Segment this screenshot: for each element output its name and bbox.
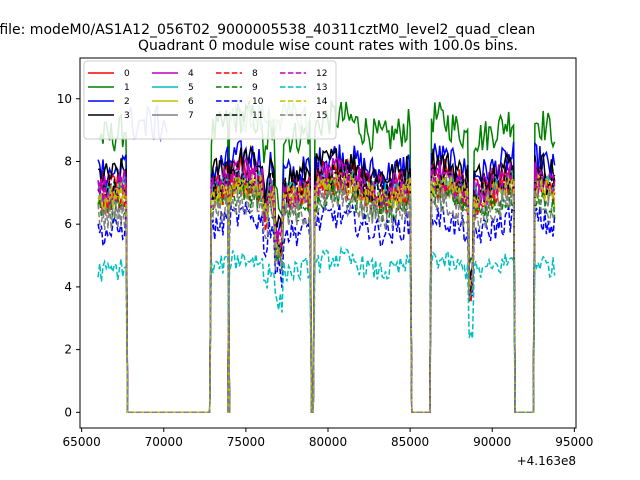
- legend-label-12: 12: [316, 69, 327, 79]
- x-tick-label: 75000: [227, 435, 265, 449]
- legend-label-2: 2: [124, 97, 130, 107]
- legend-label-4: 4: [188, 69, 194, 79]
- legend-label-5: 5: [188, 83, 194, 93]
- x-axis: 65000 70000 75000 80000 85000 90000 95000: [63, 428, 593, 449]
- legend-label-14: 14: [316, 97, 328, 107]
- legend-frame: [83, 60, 337, 140]
- series-13-line: [97, 245, 556, 414]
- x-tick-label: 80000: [309, 435, 347, 449]
- legend-label-7: 7: [188, 111, 194, 121]
- legend-label-13: 13: [316, 83, 327, 93]
- y-tick-label: 0: [64, 405, 72, 419]
- y-tick-label: 4: [64, 280, 72, 294]
- x-offset-label: +4.163e8: [517, 454, 576, 468]
- legend-label-0: 0: [124, 69, 130, 79]
- legend-label-9: 9: [252, 83, 258, 93]
- legend-label-15: 15: [316, 111, 327, 121]
- series-9-line: [97, 177, 556, 414]
- legend-label-1: 1: [124, 83, 130, 93]
- legend-label-6: 6: [188, 97, 194, 107]
- series-15-line: [97, 185, 556, 414]
- series-14-line: [97, 172, 556, 414]
- y-tick-label: 10: [57, 92, 72, 106]
- x-tick-label: 65000: [63, 435, 101, 449]
- y-tick-label: 6: [64, 217, 72, 231]
- chart-suptitle: n file: modeM0/AS1A12_056T02_9000005538_…: [0, 22, 535, 38]
- series-layer: [97, 100, 556, 414]
- x-tick-label: 70000: [145, 435, 183, 449]
- legend-label-11: 11: [252, 111, 263, 121]
- legend-label-10: 10: [252, 97, 264, 107]
- x-tick-label: 85000: [391, 435, 429, 449]
- legend-label-3: 3: [124, 111, 130, 121]
- y-axis: 0 2 4 6 8 10: [57, 92, 80, 419]
- x-tick-label: 90000: [473, 435, 511, 449]
- y-tick-label: 8: [64, 154, 72, 168]
- series-12-line: [97, 164, 556, 414]
- chart-title: Quadrant 0 module wise count rates with …: [138, 38, 518, 54]
- legend-label-8: 8: [252, 69, 258, 79]
- y-tick-label: 2: [64, 343, 72, 357]
- series-10-line: [97, 201, 556, 414]
- x-tick-label: 95000: [555, 435, 593, 449]
